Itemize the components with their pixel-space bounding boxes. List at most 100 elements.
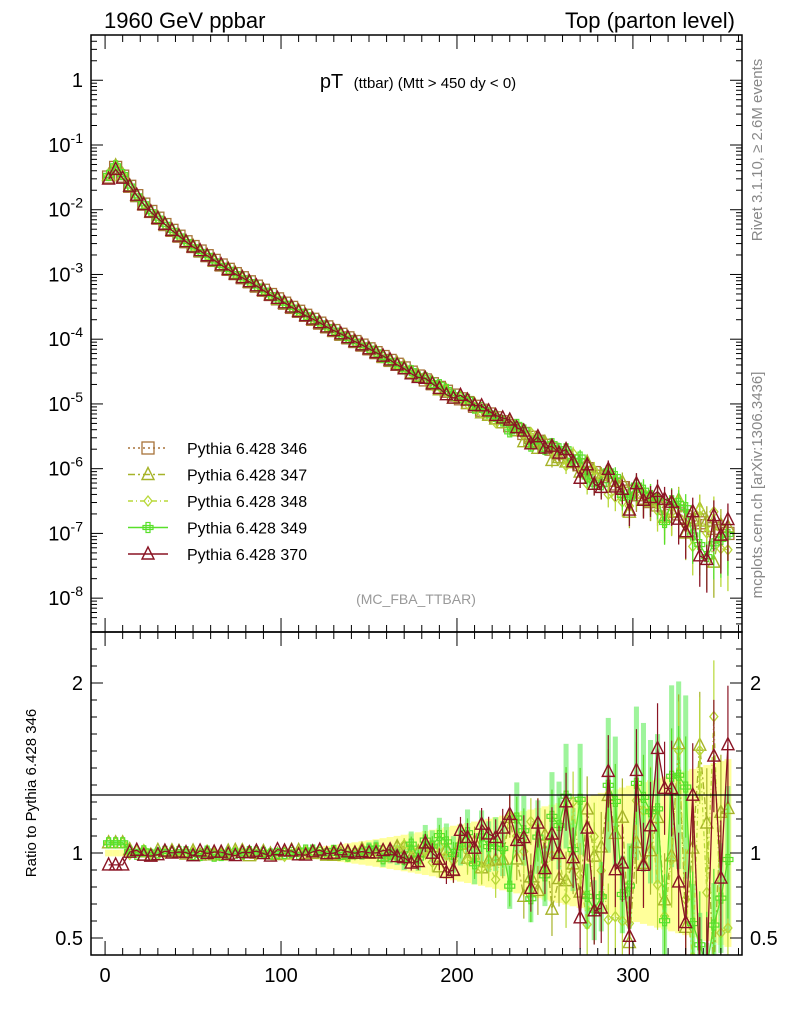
ratio-point bbox=[115, 856, 130, 871]
ratio-point bbox=[101, 856, 116, 871]
data-point bbox=[298, 307, 313, 322]
legend-entry: Pythia 6.428 346 bbox=[128, 441, 307, 458]
y-tick-label-exponent: -4 bbox=[71, 324, 84, 340]
data-point bbox=[340, 329, 356, 344]
ratio-point bbox=[361, 844, 377, 859]
data-point bbox=[622, 501, 637, 516]
data-point bbox=[572, 469, 588, 484]
ratio-point bbox=[258, 844, 269, 857]
ratio-band-ref bbox=[210, 849, 218, 857]
ratio-point-h bbox=[574, 796, 586, 802]
data-point bbox=[460, 391, 475, 406]
data-point bbox=[706, 507, 721, 522]
ratio-point bbox=[509, 850, 524, 865]
ratio-point bbox=[568, 795, 578, 808]
y-tick-label-exponent: -1 bbox=[71, 130, 84, 146]
ratio-point bbox=[488, 828, 503, 844]
ratio-point bbox=[433, 830, 445, 842]
ratio-point bbox=[490, 873, 501, 886]
ratio-point bbox=[406, 842, 417, 855]
data-point bbox=[685, 503, 700, 518]
ratio-band-ref bbox=[112, 849, 120, 857]
data-point bbox=[544, 437, 560, 452]
data-point bbox=[192, 242, 208, 257]
y-tick-label-base: 10 bbox=[48, 135, 70, 157]
ratio-point bbox=[701, 965, 713, 977]
y-tick-label-base: 10 bbox=[48, 264, 70, 286]
ratio-point bbox=[405, 838, 417, 850]
ratio-panel-series bbox=[101, 660, 736, 977]
data-point bbox=[101, 170, 116, 185]
ratio-band-ref bbox=[710, 763, 718, 943]
ratio-point bbox=[516, 887, 531, 902]
data-point bbox=[228, 265, 243, 280]
legend-entry: Pythia 6.428 347 bbox=[128, 465, 307, 485]
ratio-point-v bbox=[640, 791, 647, 803]
ratio-y-tick-label-right: 0.5 bbox=[750, 928, 778, 950]
y-tick-label-exponent: -3 bbox=[71, 259, 84, 275]
data-point bbox=[305, 310, 320, 325]
data-point bbox=[558, 440, 574, 456]
ratio-point-h bbox=[405, 841, 417, 847]
data-point-h bbox=[574, 454, 586, 460]
ratio-point bbox=[561, 892, 571, 905]
ratio-band-349 bbox=[106, 840, 112, 846]
ratio-point-v bbox=[120, 837, 126, 849]
ratio-point bbox=[526, 815, 536, 828]
ratio-point bbox=[390, 848, 405, 863]
x-tick-label: 0 bbox=[100, 965, 111, 987]
data-point bbox=[361, 340, 377, 355]
data-point bbox=[509, 419, 524, 434]
data-point bbox=[523, 435, 538, 450]
ratio-point bbox=[440, 836, 453, 848]
ratio-point bbox=[643, 817, 658, 832]
ratio-series-4 bbox=[101, 685, 736, 977]
axes-ticks: 10-810-710-610-510-410-310-210-110 100 200… bbox=[48, 34, 778, 987]
ratio-point bbox=[504, 880, 516, 892]
data-point-h bbox=[504, 429, 516, 435]
ratio-point-h bbox=[722, 856, 734, 863]
ratio-point bbox=[685, 786, 700, 801]
ratio-point bbox=[178, 843, 194, 859]
header-energy-label: 1960 GeV ppbar bbox=[104, 8, 265, 33]
data-point bbox=[657, 490, 672, 505]
ratio-point-h bbox=[117, 840, 129, 846]
data-point bbox=[664, 493, 679, 508]
legend-label: Pythia 6.428 347 bbox=[187, 468, 307, 485]
data-point bbox=[530, 428, 546, 443]
data-point bbox=[136, 195, 151, 211]
legend-entry: Pythia 6.428 370 bbox=[128, 545, 307, 564]
data-point bbox=[249, 277, 264, 292]
ratio-point bbox=[397, 849, 412, 864]
series-line-1 bbox=[108, 164, 729, 563]
ratio-point bbox=[572, 909, 588, 924]
data-point bbox=[122, 177, 137, 192]
data-point bbox=[242, 273, 257, 288]
ratio-point bbox=[558, 793, 574, 808]
ratio-point bbox=[256, 844, 271, 860]
ratio-point-v bbox=[507, 880, 513, 892]
ratio-y-tick-label-right: 1 bbox=[750, 843, 761, 865]
ratio-point bbox=[340, 843, 356, 858]
ratio-point bbox=[425, 844, 440, 859]
plot-title: pT (ttbar) (Mtt > 450 dy < 0) bbox=[320, 71, 516, 93]
data-point-v bbox=[577, 451, 583, 463]
data-point-v bbox=[683, 502, 689, 514]
mcplots-reference-label: mcplots.cern.ch [arXiv:1306.3436] bbox=[749, 372, 766, 599]
ratio-axis-label: Ratio to Pythia 6.428 346 bbox=[23, 709, 40, 877]
ratio-point-v bbox=[584, 890, 590, 902]
data-point bbox=[580, 456, 595, 471]
ratio-point bbox=[603, 913, 614, 926]
data-point bbox=[629, 475, 644, 490]
ratio-point bbox=[185, 847, 201, 862]
data-point bbox=[418, 369, 433, 385]
ratio-point bbox=[108, 856, 123, 871]
ratio-point-h bbox=[440, 839, 453, 845]
data-point bbox=[551, 448, 567, 464]
x-tick-label: 100 bbox=[264, 965, 297, 987]
data-point bbox=[692, 547, 707, 562]
ratio-point bbox=[171, 843, 187, 858]
ratio-point bbox=[615, 854, 630, 869]
data-point bbox=[671, 510, 686, 525]
